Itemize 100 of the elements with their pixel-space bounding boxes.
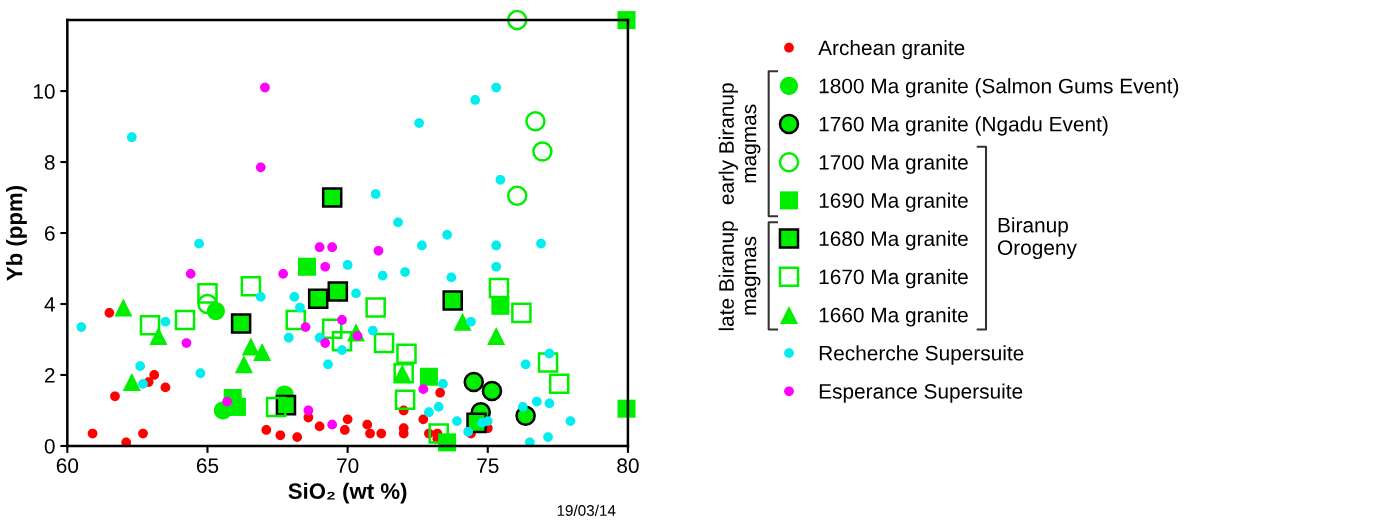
text: Biranup Orogeny [998, 217, 1077, 260]
point [160, 382, 171, 393]
point [482, 416, 493, 426]
point [278, 268, 289, 279]
point [495, 174, 506, 185]
point [617, 11, 636, 30]
point [104, 308, 115, 318]
point [303, 405, 314, 416]
point [394, 389, 416, 411]
point [234, 355, 253, 374]
point [321, 318, 343, 340]
point [433, 402, 444, 412]
point [114, 298, 133, 317]
point [320, 261, 331, 272]
legend-label: 1800 Ma granite (Salmon Gums Event) [819, 78, 1179, 98]
point [438, 378, 448, 389]
point [295, 302, 305, 313]
legend-label: 1680 Ma granite [819, 230, 968, 251]
point [506, 9, 528, 31]
point [197, 283, 218, 304]
x-tick-label: 65 [196, 458, 219, 474]
point [470, 95, 481, 105]
point [419, 367, 438, 386]
point [342, 260, 353, 270]
point [446, 272, 457, 283]
point [536, 238, 546, 249]
legend-label: 1690 Ma granite [819, 192, 968, 213]
point [543, 432, 553, 442]
point [435, 387, 445, 398]
point [373, 332, 395, 354]
point [149, 326, 168, 345]
point [525, 110, 546, 132]
point [307, 288, 329, 309]
point [520, 359, 531, 370]
point [160, 316, 171, 327]
point [149, 370, 160, 380]
point [442, 290, 464, 311]
point [240, 275, 262, 297]
point [365, 428, 375, 439]
point [138, 428, 148, 439]
point [265, 396, 287, 418]
y-tick-label: 10 [33, 84, 55, 99]
x-axis-title: SiO₂ (wt %) [288, 482, 407, 504]
x-tick-label: 60 [56, 458, 79, 474]
point [532, 141, 553, 162]
point [289, 292, 300, 302]
point [138, 378, 148, 389]
point [617, 399, 636, 418]
point [488, 277, 510, 299]
point [135, 361, 146, 371]
point [377, 270, 388, 281]
y-tick-label: 6 [44, 226, 55, 241]
point [285, 309, 307, 331]
point [195, 368, 206, 379]
point [373, 245, 384, 256]
point [418, 414, 429, 425]
point [417, 240, 427, 251]
point [174, 309, 196, 331]
point [139, 315, 161, 336]
point [87, 428, 98, 439]
point [323, 359, 333, 370]
point [428, 423, 449, 444]
point [466, 316, 476, 327]
point [327, 419, 338, 430]
point [511, 302, 532, 324]
point [548, 373, 570, 395]
legend-label: 1670 Ma granite [819, 268, 968, 289]
point [314, 421, 325, 432]
point [418, 384, 429, 395]
y-axis-title: Yb (ppm) [6, 185, 27, 281]
point [253, 342, 272, 361]
point [255, 162, 266, 173]
legend-label: 1660 Ma granite [819, 307, 968, 327]
y-tick-label: 4 [44, 297, 55, 312]
point [544, 398, 555, 409]
point [320, 338, 331, 348]
point [396, 343, 417, 364]
point [565, 416, 576, 426]
point [537, 352, 559, 373]
point [126, 132, 137, 143]
point [370, 189, 381, 199]
point [367, 325, 378, 336]
point [230, 313, 252, 334]
point [531, 396, 542, 407]
point [517, 402, 528, 412]
point [185, 268, 196, 279]
point [463, 371, 485, 393]
point [321, 187, 343, 208]
point [327, 281, 349, 302]
legend-label: Esperance Supersuite [819, 383, 1023, 403]
point [491, 82, 502, 93]
point [261, 425, 272, 435]
text: early Biranup magmas [718, 83, 761, 205]
point [283, 332, 294, 343]
point [194, 238, 204, 249]
point [506, 185, 528, 207]
point [314, 242, 325, 253]
point [544, 348, 555, 359]
point [376, 428, 387, 439]
point [481, 380, 503, 402]
